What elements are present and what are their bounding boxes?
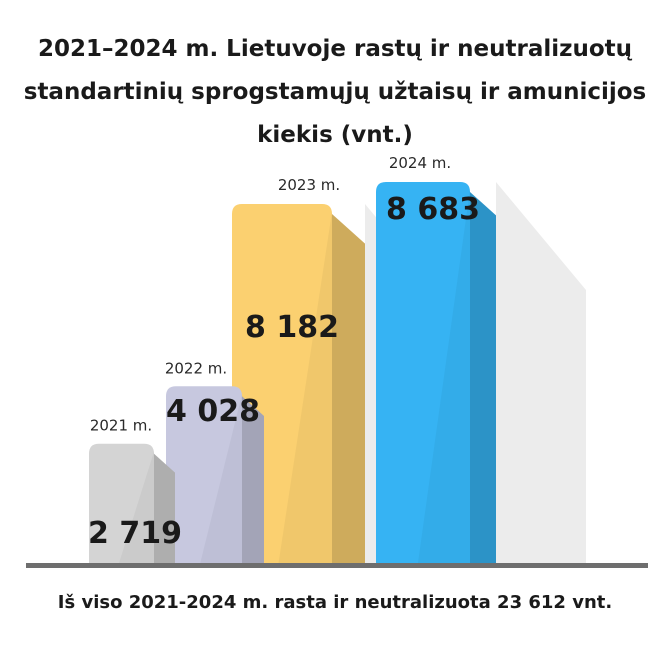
chart-title-line-3: kiekis (vnt.): [257, 122, 413, 148]
bar-face-shade: [119, 451, 154, 563]
value-label: 4 028: [166, 394, 260, 429]
bar-side: [242, 396, 264, 563]
category-label: 2022 m.: [165, 359, 227, 377]
bar-2022m: [166, 386, 264, 563]
value-label: 8 182: [245, 310, 339, 345]
baseline: [26, 563, 648, 568]
bar-face-shade: [200, 394, 242, 563]
category-label: 2021 m.: [90, 417, 152, 435]
bar-shadow-3: [496, 182, 586, 563]
chart-title: 2021–2024 m. Lietuvoje rastų ir neutrali…: [20, 28, 650, 157]
bar-side: [332, 213, 365, 563]
bar-face-shade: [418, 190, 470, 563]
category-label: 2023 m.: [278, 176, 340, 194]
bar-side: [470, 192, 496, 563]
bar-face-shade: [278, 211, 332, 563]
bar-2021m: [89, 443, 175, 563]
chart-title-line-1: 2021–2024 m. Lietuvoje rastų ir neutrali…: [37, 36, 633, 62]
bar-2024m: [376, 182, 496, 563]
bar-side: [154, 453, 175, 563]
value-label: 2 719: [88, 516, 182, 551]
total-summary: Iš viso 2021-2024 m. rasta ir neutralizu…: [57, 592, 613, 613]
category-label: 2024 m.: [389, 154, 451, 172]
value-label: 8 683: [386, 192, 480, 227]
chart-title-line-2: standartinių sprogstamųjų užtaisų ir amu…: [23, 79, 647, 105]
